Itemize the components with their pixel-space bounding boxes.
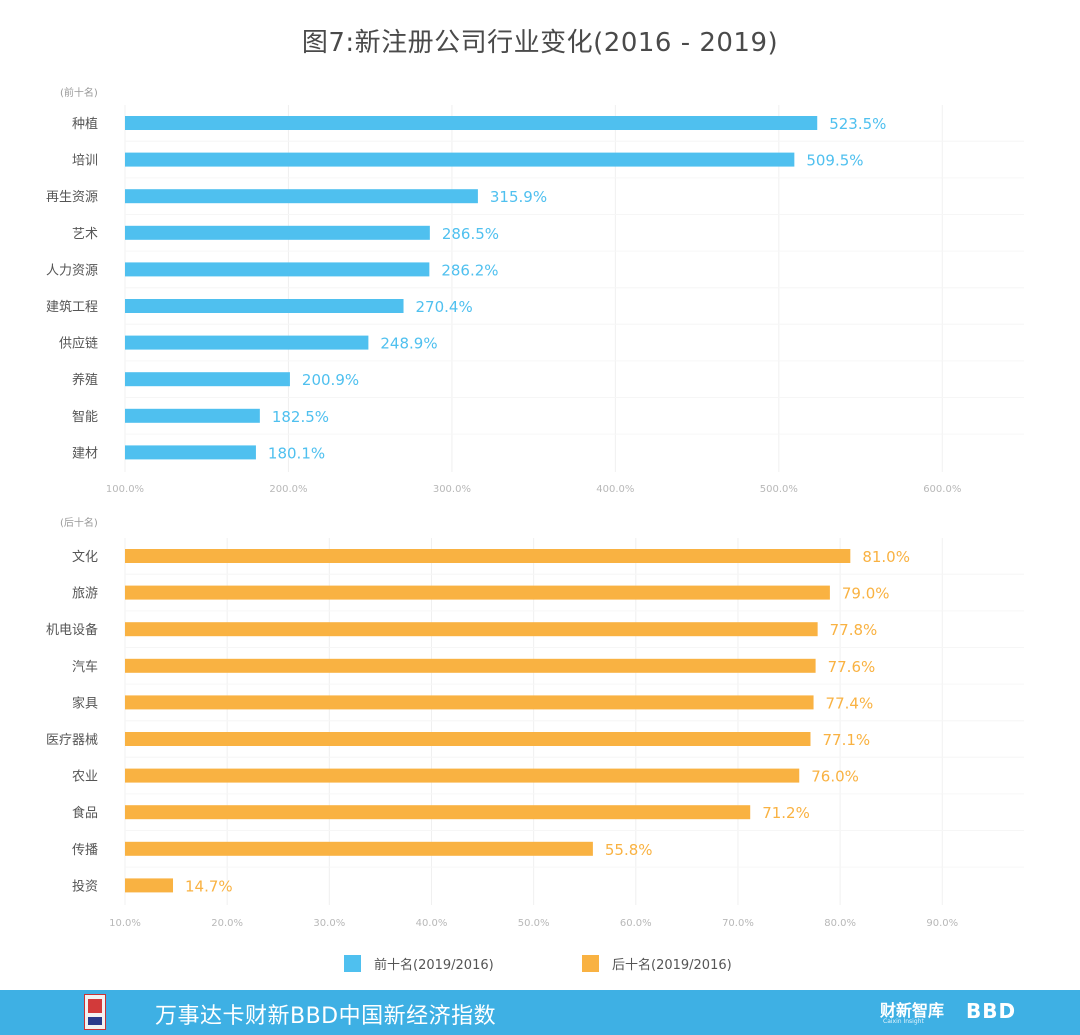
top-category-label: 培训: [72, 153, 98, 169]
top-value-label: 248.9%: [380, 335, 437, 353]
bottom-tick-label: 60.0%: [620, 918, 652, 929]
bottom-category-label: 旅游: [72, 587, 98, 602]
top-tick-label: 400.0%: [596, 484, 634, 495]
bottom-value-label: 77.4%: [826, 694, 874, 712]
top-group-label: (前十名): [60, 86, 98, 99]
bottom-value-label: 77.8%: [830, 621, 878, 639]
bottom-bar: [125, 658, 816, 673]
bottom-value-label: 55.8%: [605, 841, 653, 859]
top-category-label: 智能: [72, 410, 98, 425]
top-value-label: 509.5%: [806, 152, 863, 170]
top-category-label: 供应链: [59, 336, 98, 352]
bottom-bar: [125, 768, 800, 783]
bottom-value-label: 79.0%: [842, 585, 890, 603]
bottom-category-label: 传播: [72, 843, 98, 858]
top-value-label: 180.1%: [268, 444, 325, 462]
top-category-label: 艺术: [72, 227, 98, 242]
top-category-label: 建筑工程: [46, 299, 98, 315]
mastercard-index-logo-icon: [84, 994, 106, 1030]
top-bar: [125, 408, 260, 423]
bottom-value-label: 81.0%: [862, 548, 910, 566]
top-bar: [125, 445, 256, 460]
bottom-tick-label: 90.0%: [926, 918, 958, 929]
bottom-bar: [125, 805, 751, 820]
legend-swatch-top: [344, 955, 361, 972]
top-bar: [125, 335, 369, 350]
top-value-label: 286.2%: [441, 261, 498, 279]
top-tick-label: 100.0%: [106, 484, 144, 495]
bottom-tick-label: 40.0%: [416, 918, 448, 929]
bottom-value-label: 77.1%: [822, 731, 870, 749]
top-bar: [125, 225, 430, 240]
bottom-bar: [125, 585, 830, 600]
top-tick-label: 500.0%: [760, 484, 798, 495]
bottom-tick-label: 20.0%: [211, 918, 243, 929]
bottom-tick-label: 70.0%: [722, 918, 754, 929]
bottom-value-label: 76.0%: [811, 768, 859, 786]
top-bar: [125, 152, 795, 167]
bottom-category-label: 医疗器械: [46, 733, 98, 748]
legend-label-bottom: 后十名(2019/2016): [612, 957, 732, 973]
legend-swatch-bottom: [582, 955, 599, 972]
top-category-label: 种植: [72, 117, 98, 132]
top-category-label: 再生资源: [46, 190, 98, 205]
bottom-category-label: 汽车: [72, 659, 98, 675]
bbd-logo: BBD: [966, 999, 1017, 1023]
bottom-bar: [125, 732, 811, 746]
top-value-label: 270.4%: [416, 298, 473, 316]
bottom-group-label: (后十名): [60, 516, 98, 529]
caixin-insight-logo: 财新智库: [880, 1001, 945, 1020]
bottom-category-label: 农业: [72, 770, 98, 785]
legend-label-top: 前十名(2019/2016): [374, 957, 494, 973]
footer-text: 万事达卡财新BBD中国新经济指数: [155, 1004, 497, 1029]
top-value-label: 182.5%: [272, 408, 329, 426]
top-value-label: 523.5%: [829, 115, 886, 133]
bottom-value-label: 71.2%: [762, 804, 810, 822]
top-value-label: 315.9%: [490, 188, 547, 206]
bottom-category-label: 投资: [72, 878, 98, 894]
top-tick-label: 200.0%: [269, 484, 307, 495]
chart-canvas: (前十名) 100.0% 200.0% 300.0% 400.0% 500.0% 600.0…: [45, 86, 962, 973]
top-tick-label: 600.0%: [923, 484, 961, 495]
top-bar: [125, 116, 818, 130]
bottom-bar: [125, 622, 818, 637]
bottom-value-label: 14.7%: [185, 877, 233, 895]
top-tick-label: 300.0%: [433, 484, 471, 495]
chart-title: 图7:新注册公司行业变化(2016 - 2019): [301, 28, 779, 58]
top-bar: [125, 262, 430, 277]
bottom-category-label: 食品: [72, 805, 98, 821]
bottom-bar: [125, 841, 593, 856]
top-value-label: 286.5%: [442, 225, 499, 243]
bottom-bar: [125, 878, 174, 893]
top-value-label: 200.9%: [302, 371, 359, 389]
caixin-insight-subtitle: Caixin Insight: [883, 1018, 924, 1025]
bottom-category-label: 机电设备: [46, 622, 98, 638]
bottom-category-label: 文化: [72, 550, 98, 565]
bottom-category-label: 家具: [72, 695, 98, 711]
top-bar: [125, 299, 404, 313]
bottom-tick-label: 80.0%: [824, 918, 856, 929]
bottom-bar: [125, 549, 851, 563]
top-category-label: 建材: [72, 446, 98, 461]
bottom-tick-label: 10.0%: [109, 918, 141, 929]
top-category-label: 人力资源: [46, 263, 98, 278]
top-category-label: 养殖: [72, 372, 98, 388]
bottom-value-label: 77.6%: [828, 658, 876, 676]
footer-banner: 万事达卡财新BBD中国新经济指数 财新智库 Caixin Insight BBD: [0, 990, 1080, 1035]
bottom-tick-label: 30.0%: [313, 918, 345, 929]
bottom-tick-label: 50.0%: [518, 918, 550, 929]
top-bar: [125, 189, 478, 204]
top-bar: [125, 372, 290, 387]
bottom-bar: [125, 695, 814, 710]
